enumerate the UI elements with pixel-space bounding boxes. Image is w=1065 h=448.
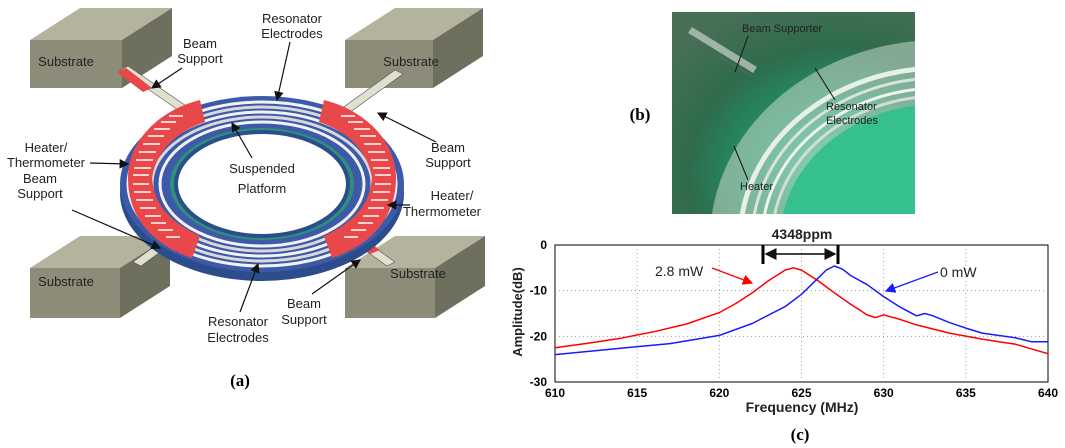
beam-support-right-pointer: [376, 112, 437, 143]
substrate-block-top-left: [30, 8, 172, 88]
resonator-label-top: Resonator: [262, 11, 323, 26]
beam-supporter-label: Beam Supporter: [742, 23, 822, 35]
x-tick-label: 610: [545, 386, 565, 400]
substrate-block-bottom-left: [30, 236, 170, 318]
platform-pointer: [231, 121, 253, 159]
beam-support-label-top: Beam: [183, 36, 217, 51]
heater-label-left: Heater/: [25, 140, 68, 155]
heater-pointer: [733, 145, 749, 181]
substrate-label-bottom-right: Substrate: [390, 266, 446, 281]
heater-label-right-2: Thermometer: [403, 204, 482, 219]
platform-label-2: Platform: [238, 181, 286, 196]
red-series-pointer: [711, 267, 754, 285]
heater-left-pointer: [89, 158, 130, 169]
blue-series-pointer: [884, 271, 939, 293]
y-tick-label: -20: [530, 329, 548, 343]
x-tick-label: 630: [874, 386, 894, 400]
series-line-2-8-mw: [554, 267, 1049, 355]
beam-support-left-pointer: [71, 209, 162, 250]
panel-c-caption: (c): [791, 425, 810, 444]
heater-label-right: Heater/: [431, 188, 474, 203]
x-ticks: 610 615 620 625 630 635 640: [545, 386, 1058, 400]
substrate-label-top-right: Substrate: [383, 54, 439, 69]
beam-support-label-bottom-2: Support: [281, 312, 327, 327]
beam-support-top-pointer: [151, 67, 183, 89]
series-line-0-mw: [554, 265, 1048, 356]
panel-b-caption: (b): [630, 105, 651, 124]
beam-support-bottom-pointer: [311, 259, 361, 295]
y-axis-label: Amplitude(dB): [510, 267, 525, 357]
beam-support-label-left-2: Support: [17, 186, 63, 201]
y-tick-label: 0: [540, 238, 547, 252]
panel-a-device-illustration: Substrate Substrate Substrate Substrate …: [7, 8, 485, 390]
heater-label-left-2: Thermometer: [7, 155, 86, 170]
beam-support-label-right: Beam: [431, 140, 465, 155]
x-tick-label: 620: [709, 386, 729, 400]
blue-series-label: 0 mW: [940, 264, 977, 280]
panel-c-chart: 610 615 620 625 630 635 640 0 -10 -20 -30 Amplitu…: [510, 226, 1058, 444]
substrate-label-top-left: Substrate: [38, 54, 94, 69]
resonator-electrodes-label-2: Electrodes: [826, 115, 878, 127]
resonator-top-pointer: [274, 41, 291, 102]
beam-supporter-pointer: [734, 35, 749, 73]
resonator-label-bottom: Resonator: [208, 314, 269, 329]
y-tick-label: -30: [530, 375, 548, 389]
ppm-annotation: 4348ppm: [772, 226, 833, 242]
heater-meander-left: [128, 100, 205, 258]
heater-meander-right: [319, 100, 396, 258]
red-series-label: 2.8 mW: [655, 263, 704, 279]
heater-label-photo: Heater: [740, 181, 773, 193]
x-axis-label: Frequency (MHz): [746, 399, 859, 415]
platform-label: Suspended: [229, 161, 295, 176]
beam-support-label-left: Beam: [23, 171, 57, 186]
resonator-electrodes-pointer: [814, 67, 836, 101]
x-tick-label: 640: [1038, 386, 1058, 400]
resonator-bottom-pointer: [239, 262, 260, 313]
panel-a-caption: (a): [230, 371, 250, 390]
series-lines: [554, 265, 1049, 356]
substrate-block-top-right: [345, 8, 483, 88]
beam-support-label-top-2: Support: [177, 51, 223, 66]
resonator-electrodes-label: Resonator: [826, 101, 877, 113]
y-tick-label: -10: [530, 284, 548, 298]
beam-support-label-right-2: Support: [425, 155, 471, 170]
substrate-label-bottom-left: Substrate: [38, 274, 94, 289]
resonator-label-top-2: Electrodes: [261, 26, 323, 41]
beam-support-label-bottom: Beam: [287, 296, 321, 311]
x-tick-label: 615: [627, 386, 647, 400]
y-ticks: 0 -10 -20 -30: [530, 238, 548, 389]
resonator-label-bottom-2: Electrodes: [207, 330, 269, 345]
panel-b-micrograph: Beam Supporter Resonator Electrodes Heat…: [672, 12, 915, 214]
grid-lines: [555, 245, 1048, 382]
x-tick-label: 625: [791, 386, 811, 400]
x-tick-label: 635: [956, 386, 976, 400]
